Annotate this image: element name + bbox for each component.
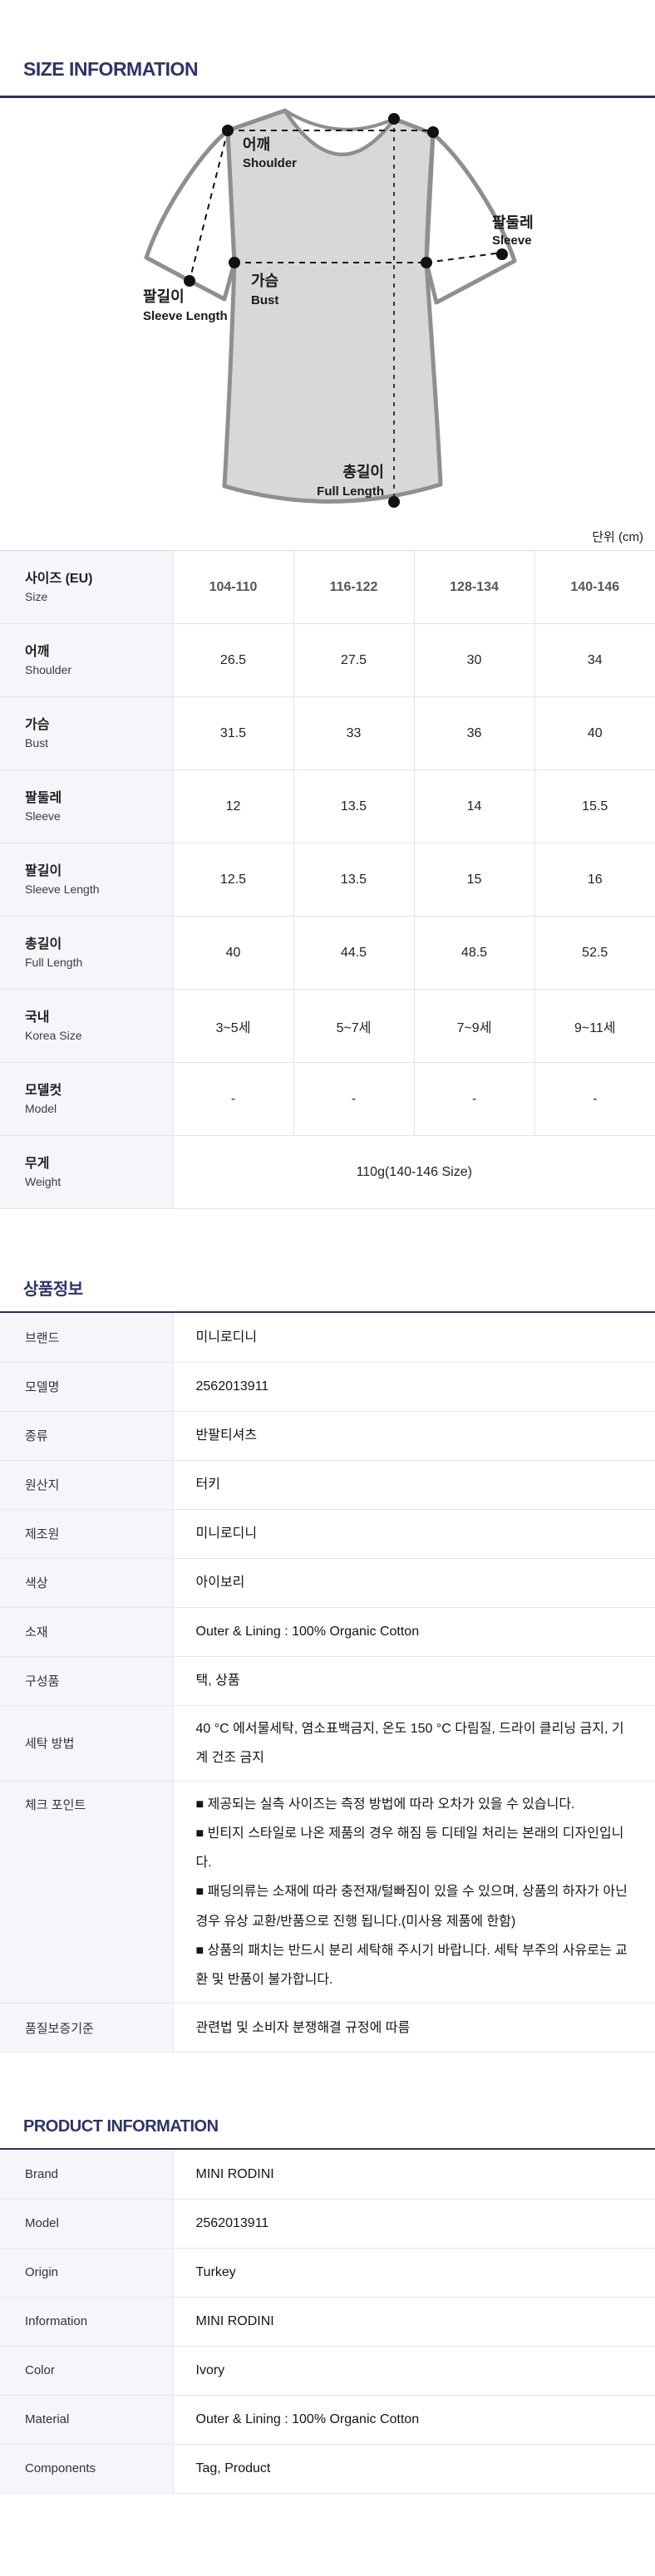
table-row: 소재 Outer & Lining : 100% Organic Cotton	[0, 1606, 655, 1656]
neck-dot	[388, 113, 400, 125]
section-divider	[0, 2148, 655, 2151]
right-armpit-dot	[421, 257, 432, 268]
size-col-4: 140-146	[534, 550, 655, 624]
table-row: 국내 Korea Size 3~5세 5~7세 7~9세 9~11세	[0, 989, 655, 1063]
tshirt-measurement-diagram: 어깨 Shoulder 가슴 Bust 팔길이 Sleeve Length 팔둘…	[143, 108, 534, 508]
section-divider	[0, 1311, 655, 1313]
diagram-bust-label-ko: 가슴	[251, 273, 278, 289]
table-row: 색상 아이보리	[0, 1557, 655, 1607]
size-table-header-row: 사이즈 (EU) Size 104-110 116-122 128-134 14…	[0, 550, 655, 624]
table-row: 어깨 Shoulder 26.5 27.5 30 34	[0, 623, 655, 697]
left-sleeve-shape	[144, 128, 237, 302]
sleeve-measure-line	[426, 252, 503, 263]
table-row: Origin Turkey	[0, 2247, 655, 2298]
table-row: 종류 반팔티셔츠	[0, 1410, 655, 1460]
spacer	[0, 1209, 655, 1276]
check-points-value: ■ 제공되는 실측 사이즈는 측정 방법에 따라 오차가 있을 수 있습니다. …	[172, 1780, 655, 2003]
table-row: 총길이 Full Length 40 44.5 48.5 52.5	[0, 916, 655, 990]
table-row: 품질보증기준 관련법 및 소비자 분쟁해결 규정에 따름	[0, 2003, 655, 2052]
diagram-full-length-label-en: Full Length	[317, 484, 384, 499]
table-row: Model 2562013911	[0, 2198, 655, 2249]
sleeve-outer-dot	[496, 248, 508, 260]
product-info-ko-table: 브랜드 미니로디니 모델명 2562013911 종류 반팔티셔츠 원산지 터키…	[0, 1313, 655, 2053]
unit-label: 단위 (cm)	[592, 530, 643, 544]
spacer	[0, 2052, 655, 2117]
diagram-full-length-label-ko: 총길이	[342, 463, 384, 480]
table-row: 제조원 미니로디니	[0, 1508, 655, 1558]
product-info-en-table: Brand MINI RODINI Model 2562013911 Origi…	[0, 2150, 655, 2494]
left-shoulder-dot	[222, 125, 234, 136]
table-row: 구성품 택, 상품	[0, 1655, 655, 1705]
size-col-3: 128-134	[413, 550, 534, 624]
product-info-ko-title: 상품정보	[23, 1281, 83, 1299]
weight-row: 무게 Weight 110g(140-146 Size)	[0, 1135, 655, 1209]
size-table: 사이즈 (EU) Size 104-110 116-122 128-134 14…	[0, 550, 655, 1209]
table-row: Information MINI RODINI	[0, 2296, 655, 2347]
title-divider	[0, 96, 655, 98]
size-col-1: 104-110	[172, 550, 293, 624]
check-points-row: 체크 포인트 ■ 제공되는 실측 사이즈는 측정 방법에 따라 오차가 있을 수…	[0, 1780, 655, 2003]
diagram-shoulder-label-ko: 어깨	[243, 136, 270, 153]
sleeve-length-measure-line	[189, 130, 229, 282]
table-row: Material Outer & Lining : 100% Organic C…	[0, 2394, 655, 2445]
table-row: 모델명 2562013911	[0, 1361, 655, 1411]
diagram-bust-label-en: Bust	[251, 293, 278, 307]
table-row: Color Ivory	[0, 2345, 655, 2396]
collar-shape	[283, 109, 396, 156]
diagram-sleeve-label-en: Sleeve	[492, 234, 532, 248]
diagram-sleeve-length-label-en: Sleeve Length	[143, 309, 228, 323]
size-header-label: 사이즈 (EU) Size	[0, 550, 173, 624]
hem-dot	[388, 496, 400, 508]
table-row: Brand MINI RODINI	[0, 2150, 655, 2200]
diagram-shoulder-label-en: Shoulder	[243, 156, 297, 170]
table-row: 팔길이 Sleeve Length 12.5 13.5 15 16	[0, 843, 655, 917]
weight-value: 110g(140-146 Size)	[172, 1135, 655, 1209]
product-info-en-title: PRODUCT INFORMATION	[23, 2117, 219, 2136]
table-row: 원산지 터키	[0, 1459, 655, 1509]
left-armpit-dot	[229, 257, 240, 268]
size-col-2: 116-122	[293, 550, 414, 624]
table-row: Components Tag, Product	[0, 2443, 655, 2494]
size-information-title: SIZE INFORMATION	[23, 58, 199, 80]
wash-instructions-row: 세탁 방법 40 °C 에서물세탁, 염소표백금지, 온도 150 °C 다림질…	[0, 1704, 655, 1782]
diagram-sleeve-length-label-ko: 팔길이	[143, 288, 185, 305]
table-row: 가슴 Bust 31.5 33 36 40	[0, 696, 655, 770]
diagram-sleeve-label-ko: 팔둘레	[492, 214, 534, 231]
sleeve-end-dot	[184, 275, 195, 287]
table-row: 팔둘레 Sleeve 12 13.5 14 15.5	[0, 769, 655, 843]
table-row: 모델컷 Model - - - -	[0, 1062, 655, 1136]
table-row: 브랜드 미니로디니	[0, 1313, 655, 1362]
right-shoulder-dot	[427, 126, 439, 138]
